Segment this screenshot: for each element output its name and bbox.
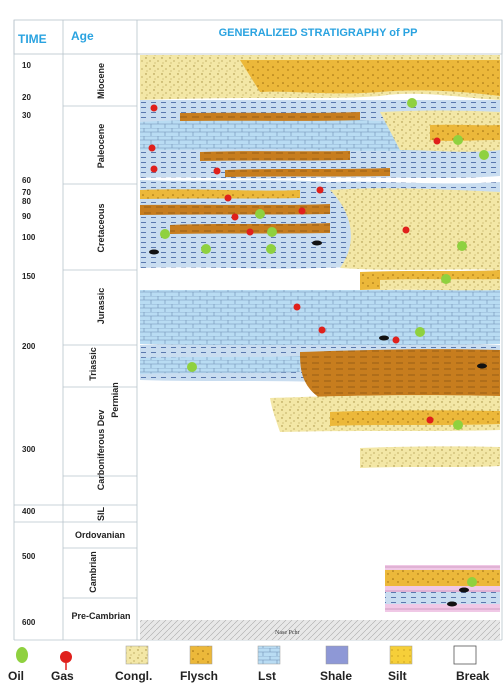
gas-marker — [231, 213, 239, 221]
oil-dot — [187, 362, 197, 372]
gas-marker — [316, 186, 324, 194]
unit-basement — [140, 620, 500, 640]
legend-flysch-label: Flysch — [180, 669, 218, 683]
legend-oil-symbol — [16, 647, 28, 663]
legend-flysch-symbol — [189, 645, 213, 665]
oil-dot — [160, 229, 170, 239]
gas-marker — [433, 137, 441, 145]
age-header: Age — [71, 29, 94, 43]
legend-gas-symbol — [60, 651, 72, 663]
legend-congl-symbol — [125, 645, 149, 665]
gas-marker — [246, 228, 254, 236]
gas-marker — [150, 104, 158, 112]
time-axis: 10 20 30 60 70 80 90 100 150 200 300 400… — [22, 61, 36, 627]
legend-silt-symbol — [389, 645, 413, 665]
age-triassic: Triassic — [88, 347, 98, 381]
time-tick: 600 — [22, 618, 36, 627]
legend-gas-label: Gas — [51, 669, 74, 683]
oil-dot — [457, 241, 467, 251]
legend-break-symbol — [453, 645, 477, 665]
time-tick: 100 — [22, 233, 36, 242]
gas-marker — [298, 207, 306, 215]
gas-shows — [148, 104, 441, 424]
age-sil: SIL — [96, 507, 106, 522]
legend-shale-symbol — [325, 645, 349, 665]
gas-marker — [402, 226, 410, 234]
chart-title: GENERALIZED STRATIGRAPHY of PP — [219, 27, 418, 39]
legend-shale-label: Shale — [320, 669, 352, 683]
time-tick: 500 — [22, 552, 36, 561]
age-ordovanian: Ordovanian — [75, 530, 125, 540]
unit-triassic-flysch — [300, 349, 500, 398]
legend: Oil Gas Congl. Flysch Lst Shale Silt Bre… — [8, 645, 490, 683]
gas-marker — [224, 194, 232, 202]
legend-break-label: Break — [456, 669, 490, 683]
oil-dot — [453, 420, 463, 430]
age-permian: Permian — [110, 382, 120, 418]
time-tick: 400 — [22, 507, 36, 516]
time-tick: 10 — [22, 61, 31, 70]
legend-lst-label: Lst — [258, 669, 276, 683]
gas-marker — [426, 416, 434, 424]
time-tick: 300 — [22, 445, 36, 454]
oil-dot — [255, 209, 265, 219]
time-tick: 60 — [22, 176, 31, 185]
age-jurassic: Jurassic — [96, 288, 106, 325]
oil-dot — [441, 274, 451, 284]
legend-congl-label: Congl. — [115, 669, 152, 683]
stratigraphic-column: Nase Pchr — [140, 55, 500, 640]
gas-marker — [148, 144, 156, 152]
legend-oil-label: Oil — [8, 669, 24, 683]
time-tick: 80 — [22, 197, 31, 206]
age-carboniferous-dev: Carboniferous Dev — [96, 410, 106, 491]
oil-dot — [479, 150, 489, 160]
age-column: Miocene Paleocene Cretaceous Jurassic Tr… — [71, 63, 130, 621]
age-cambrian: Cambrian — [88, 551, 98, 593]
age-pre-cambrian: Pre-Cambrian — [71, 611, 130, 621]
oil-dot — [407, 98, 417, 108]
oil-dot — [267, 227, 277, 237]
header-bar — [13, 19, 503, 55]
age-miocene: Miocene — [96, 63, 106, 99]
gas-marker — [213, 167, 221, 175]
time-tick: 20 — [22, 93, 31, 102]
oil-dot — [453, 135, 463, 145]
oil-shows — [160, 98, 489, 587]
time-tick: 150 — [22, 272, 36, 281]
oil-dot — [467, 577, 477, 587]
time-tick: 90 — [22, 212, 31, 221]
oil-dot — [415, 327, 425, 337]
time-tick: 30 — [22, 111, 31, 120]
gas-marker — [293, 303, 301, 311]
age-paleocene: Paleocene — [96, 124, 106, 169]
unit-jurassic-limestone — [140, 290, 500, 346]
age-boundaries — [14, 105, 137, 599]
time-header: TIME — [18, 32, 47, 46]
basement-label: Nase Pchr — [275, 630, 300, 636]
gas-marker — [150, 165, 158, 173]
unit-miocene-flysch — [240, 60, 500, 96]
time-tick: 70 — [22, 188, 31, 197]
oil-accumulations — [149, 240, 487, 607]
gas-marker — [318, 326, 326, 334]
legend-lst-symbol — [257, 645, 281, 665]
oil-dot — [266, 244, 276, 254]
age-cretaceous: Cretaceous — [96, 203, 106, 252]
oil-dot — [201, 244, 211, 254]
time-tick: 200 — [22, 342, 36, 351]
legend-silt-label: Silt — [388, 669, 407, 683]
gas-marker — [392, 336, 400, 344]
